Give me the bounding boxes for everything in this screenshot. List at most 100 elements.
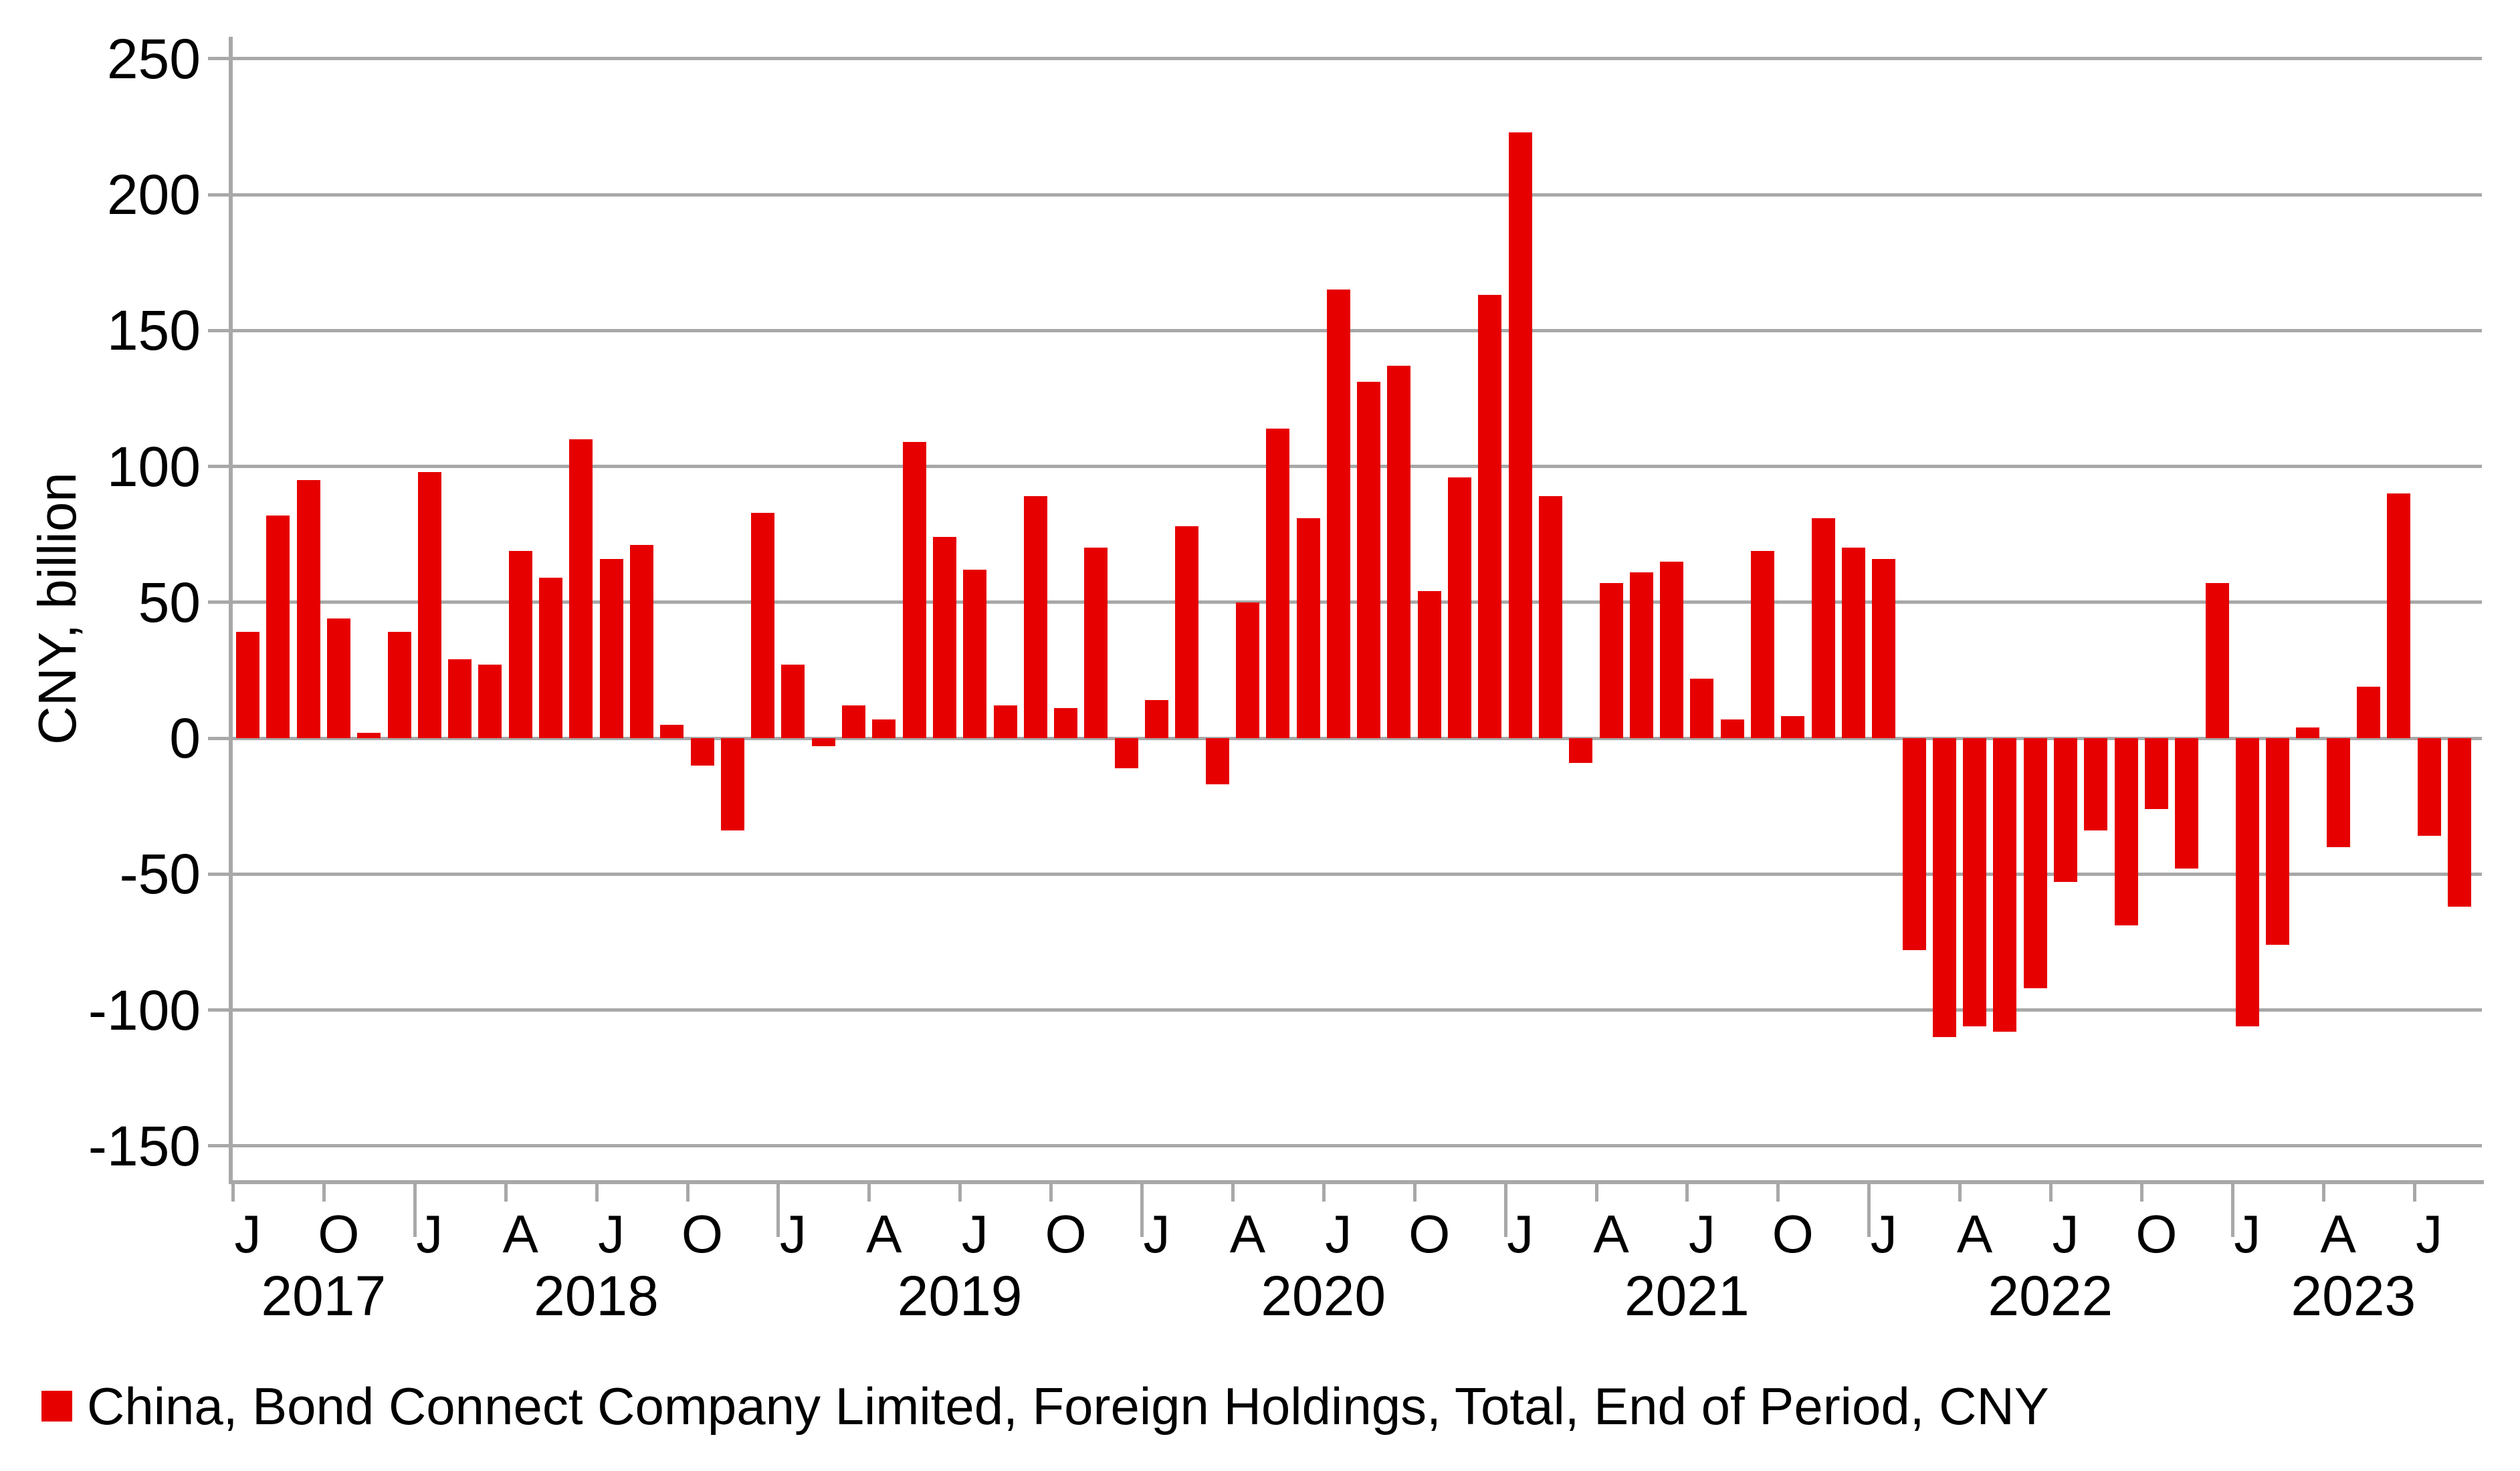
- year-label: 2022: [1988, 1264, 2113, 1327]
- x-tick: [1685, 1180, 1689, 1202]
- x-tick: [1503, 1180, 1507, 1237]
- y-tick-label: -100: [88, 978, 201, 1042]
- bar: [872, 719, 896, 738]
- bar: [569, 439, 593, 738]
- bar: [2235, 738, 2259, 1026]
- y-tick-label: -50: [119, 842, 201, 906]
- bar: [781, 665, 805, 738]
- bar: [448, 659, 472, 738]
- legend: China, Bond Connect Company Limited, For…: [41, 1377, 2049, 1435]
- bar: [266, 515, 290, 738]
- x-tick: [1594, 1180, 1598, 1202]
- x-tick: [595, 1180, 599, 1202]
- bar: [417, 471, 441, 738]
- x-tick: [1776, 1180, 1780, 1202]
- bar: [1357, 382, 1381, 738]
- month-label: J: [779, 1204, 807, 1264]
- x-tick: [2321, 1180, 2325, 1202]
- month-label: J: [2416, 1204, 2443, 1264]
- bar: [1084, 548, 1108, 738]
- gridline: [231, 1144, 2482, 1148]
- bar: [690, 738, 714, 766]
- month-label: J: [961, 1204, 988, 1264]
- bar: [1811, 518, 1835, 738]
- x-tick: [1231, 1180, 1235, 1202]
- bar: [1175, 526, 1199, 738]
- bar: [2266, 738, 2290, 945]
- bar: [2357, 686, 2380, 738]
- bar: [1932, 738, 1956, 1038]
- bar: [296, 479, 320, 738]
- y-tick-label: 0: [169, 707, 201, 770]
- x-tick: [1412, 1180, 1416, 1202]
- x-tick: [2230, 1180, 2234, 1237]
- bar: [1326, 290, 1350, 738]
- gridline: [231, 57, 2482, 61]
- bar: [387, 632, 411, 738]
- x-tick: [1958, 1180, 1962, 1202]
- x-tick: [322, 1180, 326, 1202]
- y-tick-label: 200: [106, 163, 201, 226]
- month-label: A: [502, 1204, 538, 1264]
- month-label: J: [1870, 1204, 1897, 1264]
- bar: [751, 512, 775, 738]
- x-tick: [686, 1180, 690, 1202]
- month-label: A: [2320, 1204, 2356, 1264]
- bar: [932, 537, 956, 738]
- x-tick: [1049, 1180, 1053, 1202]
- x-tick: [1140, 1180, 1144, 1237]
- x-tick: [867, 1180, 871, 1202]
- bar: [1538, 496, 1562, 738]
- bar: [2144, 738, 2168, 809]
- bar: [2084, 738, 2108, 831]
- bar: [1478, 295, 1502, 738]
- bar: [1720, 719, 1744, 738]
- bar: [1569, 738, 1593, 763]
- bar: [357, 732, 381, 738]
- month-label: A: [1229, 1204, 1266, 1264]
- bar: [1023, 496, 1047, 738]
- bar: [1266, 428, 1290, 738]
- bar: [2417, 738, 2441, 836]
- bar: [660, 724, 684, 738]
- bar: [2023, 738, 2047, 988]
- legend-swatch-icon: [41, 1391, 72, 1422]
- month-label: J: [416, 1204, 443, 1264]
- bar: [478, 665, 502, 738]
- bar: [1963, 738, 1987, 1026]
- bar: [539, 578, 562, 738]
- bar: [1508, 132, 1532, 738]
- bar: [2054, 738, 2077, 883]
- year-label: 2023: [2291, 1264, 2416, 1327]
- bar: [2114, 738, 2138, 926]
- gridline: [231, 465, 2482, 468]
- y-axis-line: [229, 37, 233, 1184]
- x-axis-line: [229, 1180, 2484, 1184]
- bar: [599, 558, 623, 738]
- bar: [811, 738, 835, 747]
- y-tick: [208, 1144, 231, 1148]
- y-tick-label: 250: [106, 27, 201, 90]
- gridline: [231, 328, 2482, 332]
- month-label: J: [1143, 1204, 1170, 1264]
- y-tick: [208, 1008, 231, 1012]
- bar: [902, 441, 926, 738]
- month-label: A: [1956, 1204, 1993, 1264]
- bar: [1235, 602, 1259, 738]
- bar: [236, 632, 259, 738]
- month-label: J: [1325, 1204, 1352, 1264]
- month-label: A: [866, 1204, 902, 1264]
- bar: [1660, 561, 1684, 738]
- bar: [1629, 572, 1653, 738]
- bar: [1448, 477, 1471, 738]
- month-label: J: [1507, 1204, 1534, 1264]
- y-tick: [208, 872, 231, 876]
- bar: [2296, 727, 2320, 738]
- bar: [1417, 591, 1441, 738]
- bar: [963, 569, 987, 738]
- year-label: 2017: [261, 1264, 387, 1327]
- year-label: 2020: [1261, 1264, 1386, 1327]
- bar: [842, 705, 865, 738]
- y-tick-label: 50: [138, 570, 201, 634]
- x-tick: [1322, 1180, 1326, 1202]
